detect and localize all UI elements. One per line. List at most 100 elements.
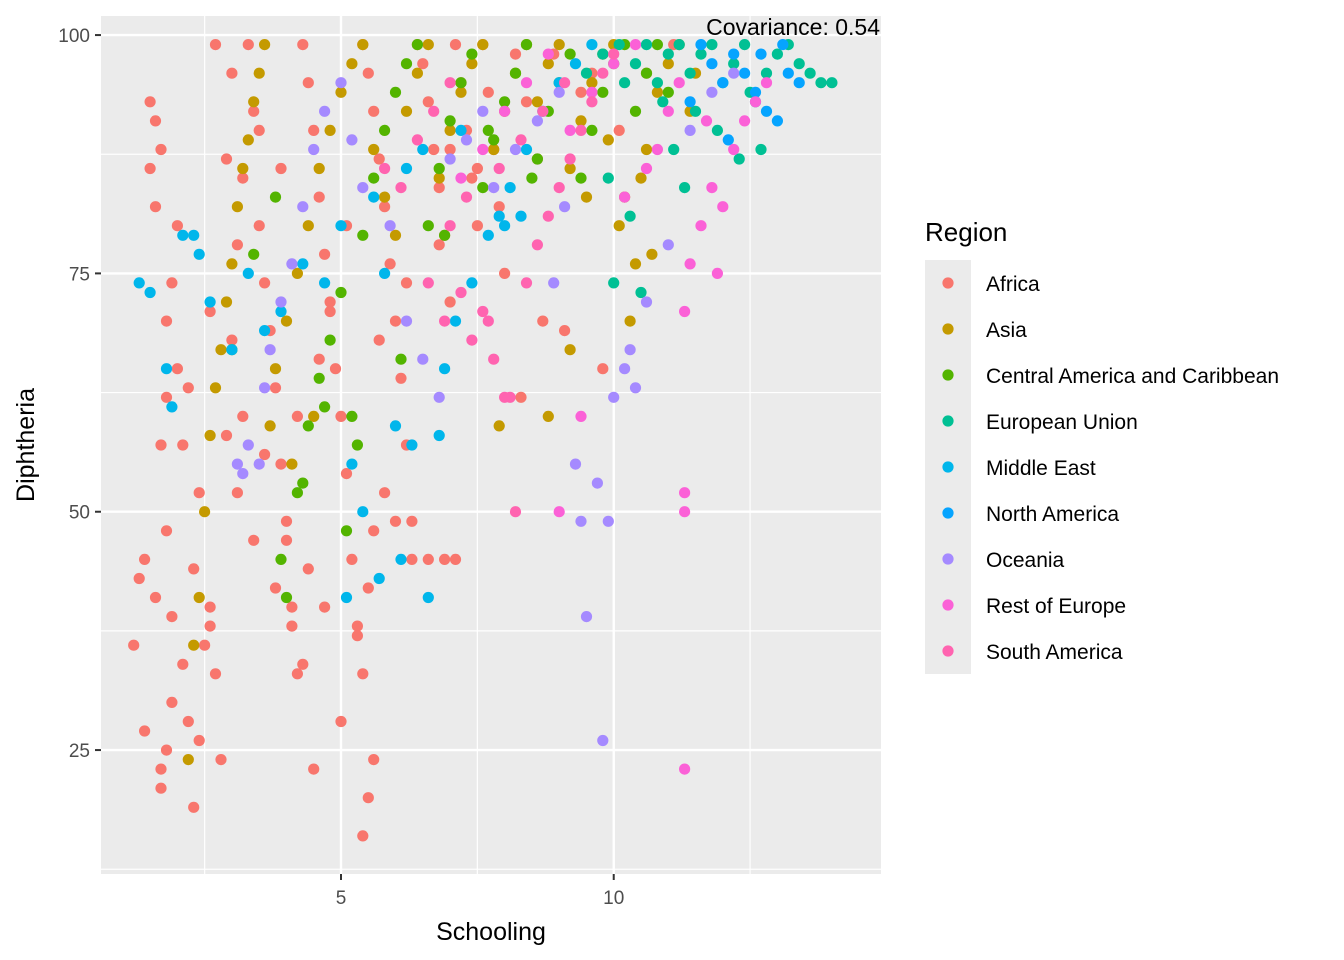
point-middle-east [188, 229, 200, 241]
point-asia [542, 58, 554, 70]
legend-label-north-america: North America [986, 503, 1119, 526]
point-oceania [417, 353, 429, 365]
point-central-america-and-caribbean [466, 48, 478, 60]
point-european-union [815, 77, 827, 89]
point-africa [389, 515, 402, 527]
y-tick-label: 75 [69, 264, 90, 285]
point-africa [259, 277, 271, 289]
point-central-america-and-caribbean [488, 134, 500, 146]
point-oceania [259, 382, 271, 394]
point-south-america [542, 210, 554, 222]
point-africa [248, 105, 260, 117]
point-asia [389, 229, 402, 241]
point-european-union [739, 39, 751, 51]
point-north-america [706, 58, 718, 70]
point-north-america [771, 115, 784, 127]
legend-label-asia: Asia [986, 319, 1027, 342]
point-middle-east [340, 591, 353, 604]
point-european-union [602, 172, 614, 184]
point-oceania [629, 382, 642, 394]
point-asia [466, 58, 478, 70]
point-south-america [608, 48, 620, 60]
point-rest-of-europe [679, 763, 691, 775]
point-africa [177, 658, 189, 670]
point-africa [166, 696, 178, 709]
point-middle-east [275, 305, 287, 318]
point-middle-east [449, 315, 462, 327]
point-africa [226, 334, 238, 346]
point-africa [269, 382, 282, 394]
legend: Region Africa Asia Central America and Car… [925, 217, 1279, 674]
point-european-union [689, 105, 702, 117]
legend-key-africa [942, 277, 954, 289]
point-south-america [509, 506, 522, 518]
point-africa [220, 429, 233, 442]
point-oceania [488, 182, 500, 194]
point-oceania [640, 296, 653, 308]
point-asia [564, 162, 576, 175]
point-africa [357, 668, 369, 680]
point-oceania [286, 258, 298, 270]
point-oceania [264, 344, 276, 356]
point-central-america-and-caribbean [422, 220, 434, 232]
point-rest-of-europe [695, 220, 707, 232]
point-africa [275, 162, 287, 175]
point-africa [319, 248, 331, 260]
point-oceania [591, 477, 604, 489]
point-africa [417, 58, 429, 70]
point-africa [324, 296, 336, 308]
point-north-america [717, 77, 729, 89]
point-africa [160, 315, 173, 327]
point-africa [368, 525, 380, 537]
point-asia [302, 220, 314, 232]
point-africa [537, 315, 549, 327]
point-north-america [728, 48, 740, 60]
point-oceania [684, 124, 696, 136]
point-oceania [602, 515, 614, 527]
point-middle-east [455, 124, 467, 136]
point-central-america-and-caribbean [531, 153, 544, 165]
point-africa [362, 582, 374, 594]
point-africa [335, 410, 347, 422]
point-central-america-and-caribbean [335, 286, 347, 299]
point-asia [313, 162, 325, 175]
point-north-america [793, 77, 805, 89]
point-africa [384, 258, 396, 270]
point-asia [586, 77, 598, 89]
point-european-union [657, 96, 669, 108]
point-africa [182, 382, 194, 394]
point-oceania [460, 134, 473, 146]
point-asia [226, 258, 238, 270]
point-asia [580, 191, 593, 203]
point-africa [139, 725, 151, 737]
point-central-america-and-caribbean [291, 487, 303, 499]
point-africa [444, 296, 456, 308]
point-asia [291, 267, 303, 279]
point-central-america-and-caribbean [597, 86, 609, 98]
point-africa [182, 715, 194, 728]
point-africa [133, 572, 145, 585]
point-middle-east [133, 277, 145, 289]
point-africa [226, 67, 238, 79]
point-asia [188, 639, 200, 651]
point-rest-of-europe [749, 96, 762, 108]
y-axis-title: Diphtheria [12, 388, 40, 502]
point-south-america [477, 305, 489, 318]
point-asia [662, 58, 674, 70]
point-european-union [728, 58, 740, 70]
point-africa [231, 487, 243, 499]
point-south-america [444, 77, 456, 89]
point-africa [144, 162, 156, 175]
point-middle-east [417, 143, 429, 156]
point-central-america-and-caribbean [379, 124, 391, 136]
point-rest-of-europe [477, 143, 489, 156]
point-oceania [624, 344, 636, 356]
point-asia [308, 410, 320, 422]
point-european-union [608, 277, 620, 289]
point-asia [624, 315, 636, 327]
point-africa [171, 363, 183, 375]
point-rest-of-europe [679, 506, 691, 518]
point-oceania [509, 143, 522, 156]
point-central-america-and-caribbean [482, 124, 494, 136]
point-rest-of-europe [640, 162, 653, 175]
